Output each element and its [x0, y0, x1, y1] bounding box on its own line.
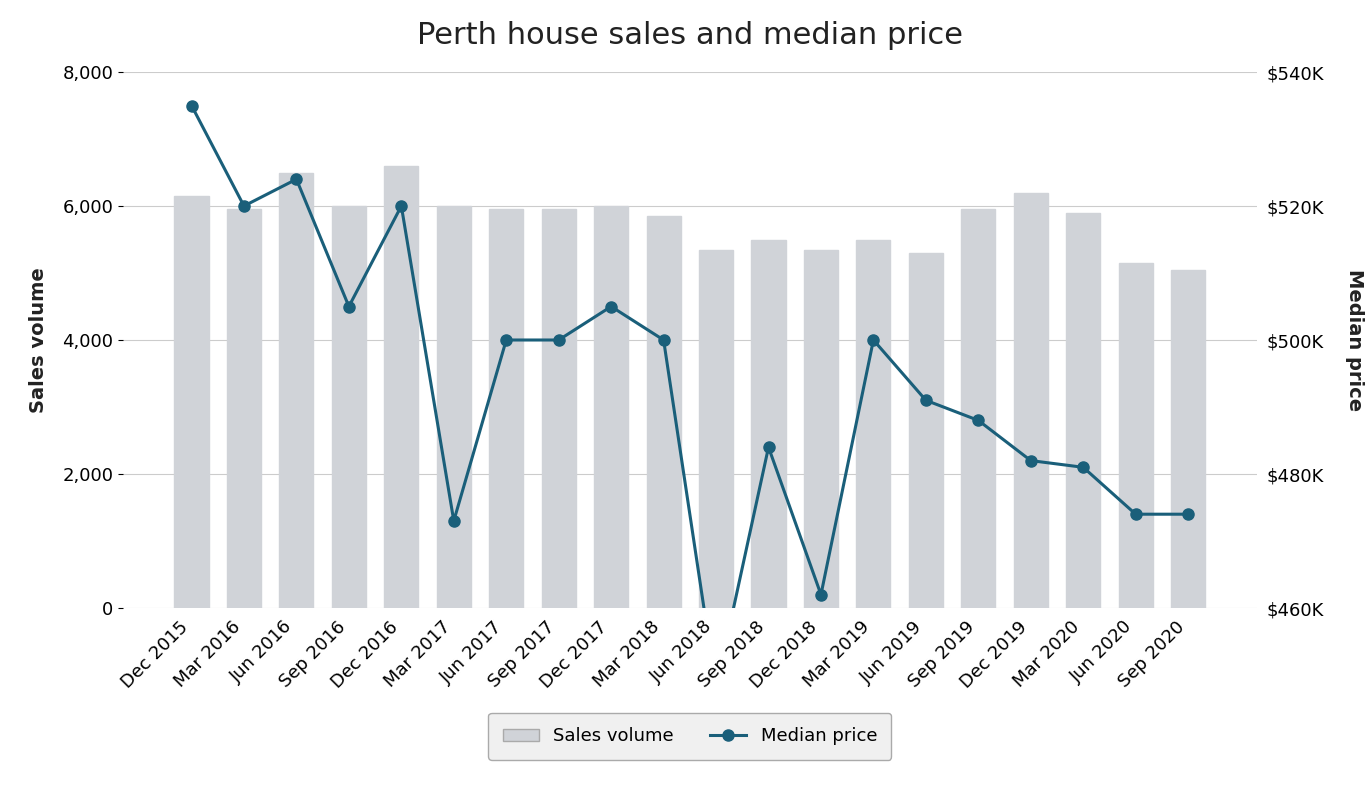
Bar [856, 239, 891, 608]
Bar [280, 173, 313, 608]
Bar [646, 216, 680, 608]
Bar [227, 210, 261, 608]
Bar [332, 206, 366, 608]
Bar [175, 196, 209, 608]
Bar [1067, 213, 1100, 608]
Bar [962, 210, 996, 608]
Bar [805, 250, 837, 608]
Bar [594, 206, 628, 608]
Bar [437, 206, 471, 608]
Title: Perth house sales and median price: Perth house sales and median price [417, 22, 963, 50]
Bar [542, 210, 575, 608]
Y-axis label: Median price: Median price [1344, 269, 1363, 411]
Y-axis label: Sales volume: Sales volume [29, 267, 48, 413]
Bar [1014, 193, 1048, 608]
Legend: Sales volume, Median price: Sales volume, Median price [488, 713, 892, 760]
Bar [751, 239, 785, 608]
Bar [489, 210, 523, 608]
Bar [384, 166, 418, 608]
Bar [908, 253, 943, 608]
Bar [1171, 270, 1205, 608]
Bar [1119, 263, 1153, 608]
Bar [699, 250, 734, 608]
